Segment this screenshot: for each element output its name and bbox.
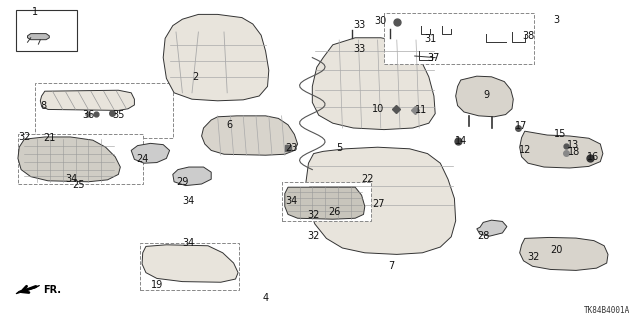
Text: 27: 27 [372,199,385,209]
Text: 36: 36 [82,110,95,120]
Bar [384,13,534,64]
Text: 24: 24 [136,154,148,164]
Polygon shape [520,237,608,270]
Polygon shape [16,285,40,294]
Text: 31: 31 [424,34,436,44]
Polygon shape [163,14,269,101]
Bar [282,182,371,221]
Text: 38: 38 [522,31,534,41]
Text: 37: 37 [428,53,440,63]
Text: 14: 14 [454,136,467,147]
Text: 18: 18 [568,147,580,157]
Text: FR.: FR. [44,284,61,295]
Text: 13: 13 [566,140,579,150]
Text: 25: 25 [72,180,84,190]
Polygon shape [202,116,298,155]
Text: 22: 22 [362,173,374,184]
Text: 6: 6 [226,120,232,130]
Polygon shape [285,187,365,219]
Polygon shape [28,34,49,40]
Text: 3: 3 [554,15,560,25]
Text: 34: 34 [182,196,195,206]
Text: 34: 34 [285,196,298,206]
Polygon shape [142,245,238,282]
Polygon shape [306,147,456,254]
Polygon shape [312,38,435,130]
Text: 21: 21 [44,133,56,143]
Text: 32: 32 [527,252,540,262]
Text: 9: 9 [483,90,490,100]
Text: 29: 29 [176,177,189,187]
Bar [16,10,77,51]
Text: 32: 32 [18,132,31,142]
Polygon shape [477,220,507,236]
Text: 32: 32 [307,210,320,220]
Polygon shape [40,90,134,110]
Polygon shape [131,143,170,163]
Text: 33: 33 [353,44,366,54]
Text: 23: 23 [285,143,298,153]
Text: 7: 7 [388,261,395,271]
Polygon shape [18,137,120,182]
Text: 30: 30 [374,16,387,26]
Bar [18,134,143,184]
Text: 28: 28 [477,231,490,241]
Text: 34: 34 [65,173,78,184]
Polygon shape [173,167,211,186]
Text: 10: 10 [371,104,384,114]
Text: TK84B4001A: TK84B4001A [584,306,630,315]
Text: 26: 26 [328,207,340,217]
Text: 11: 11 [415,105,428,116]
Text: 32: 32 [307,231,320,241]
Text: 17: 17 [515,121,528,132]
Text: 16: 16 [586,152,599,163]
Bar [35,83,173,138]
Text: 2: 2 [192,72,198,83]
Text: 20: 20 [550,245,563,255]
Bar [140,243,239,290]
Text: 15: 15 [554,129,566,139]
Text: 4: 4 [262,293,269,303]
Text: 12: 12 [518,145,531,155]
Polygon shape [520,131,603,168]
Text: 19: 19 [150,280,163,291]
Text: 1: 1 [32,7,38,17]
Text: 5: 5 [336,143,342,153]
Polygon shape [456,76,513,117]
Text: 8: 8 [40,101,47,111]
Text: 33: 33 [353,20,366,30]
Text: 34: 34 [182,237,195,248]
Text: 35: 35 [112,110,125,120]
